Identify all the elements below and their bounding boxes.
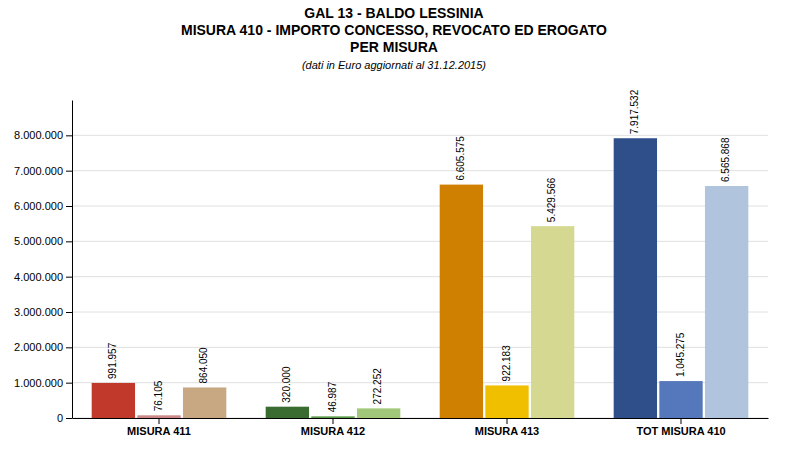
- y-tick: 6.000.000: [14, 200, 72, 212]
- data-label: 991.957: [107, 342, 118, 379]
- bar: [311, 416, 354, 418]
- grid: [72, 135, 768, 418]
- bar: [92, 383, 135, 418]
- y-tick: 8.000.000: [14, 129, 72, 141]
- chart: GAL 13 - BALDO LESSINIAMISURA 410 - IMPO…: [0, 0, 788, 450]
- y-tick-mark: [66, 206, 72, 207]
- grid-line: [72, 347, 768, 348]
- y-tick-mark: [66, 241, 72, 242]
- y-tick-label: 7.000.000: [14, 165, 63, 177]
- bar: [705, 186, 748, 418]
- data-label: 76.105: [153, 380, 164, 411]
- data-label: 6.565.868: [720, 137, 731, 182]
- y-tick: 2.000.000: [14, 341, 72, 353]
- y-tick-mark: [66, 277, 72, 278]
- y-tick-label: 2.000.000: [14, 341, 63, 353]
- x-tick-mark: [507, 418, 508, 424]
- titles: GAL 13 - BALDO LESSINIAMISURA 410 - IMPO…: [181, 5, 607, 71]
- data-label: 5.429.566: [546, 177, 557, 222]
- data-label: 320.000: [281, 366, 292, 403]
- plot: 991.957 320.000 6.605.575 7.917.532 76.105 46…: [14, 89, 768, 436]
- bar: [485, 385, 528, 418]
- bar: [266, 407, 309, 418]
- bar: [137, 415, 180, 418]
- data-label: 272.252: [372, 368, 383, 405]
- bar: [357, 408, 400, 418]
- y-tick-label: 1.000.000: [14, 377, 63, 389]
- bar: [183, 387, 226, 418]
- data-label: 922.183: [501, 345, 512, 382]
- data-label: 6.605.575: [455, 136, 466, 181]
- y-axis-line: [72, 101, 73, 419]
- data-label: 7.917.532: [629, 89, 640, 134]
- y-tick: 0: [57, 412, 72, 424]
- bar: [440, 185, 483, 418]
- y-tick: 4.000.000: [14, 271, 72, 283]
- data-label: 46.987: [327, 381, 338, 412]
- y-tick: 1.000.000: [14, 377, 72, 389]
- x-tick: MISURA 413: [475, 418, 539, 437]
- x-tick: MISURA 412: [301, 418, 365, 437]
- title: GAL 13 - BALDO LESSINIA: [304, 5, 483, 21]
- bar: [614, 138, 657, 418]
- y-tick-label: 4.000.000: [14, 271, 63, 283]
- y-tick: 5.000.000: [14, 235, 72, 247]
- y-tick: 7.000.000: [14, 165, 72, 177]
- y-tick-mark: [66, 347, 72, 348]
- y-tick-mark: [66, 135, 72, 136]
- x-tick-label: TOT MISURA 410: [636, 425, 725, 437]
- x-tick: TOT MISURA 410: [636, 418, 725, 437]
- y-axis: 0 1.000.000 2.000.000 3.000.000 4.000.000 5.0…: [14, 101, 72, 425]
- x-axis: MISURA 411 MISURA 412 MISURA 413 TOT MISURA…: [73, 418, 769, 437]
- grid-line: [72, 276, 768, 277]
- data-label: 1.045.275: [675, 332, 686, 377]
- x-tick-mark: [333, 418, 334, 424]
- data-label: 864.050: [198, 347, 209, 384]
- y-tick-label: 6.000.000: [14, 200, 63, 212]
- subtitle: (dati in Euro aggiornati al 31.12.2015): [302, 59, 486, 71]
- x-tick-label: MISURA 411: [127, 425, 191, 437]
- y-tick-mark: [66, 171, 72, 172]
- x-tick-mark: [159, 418, 160, 424]
- data-labels: 991.957 320.000 6.605.575 7.917.532 76.105 46…: [107, 89, 731, 412]
- x-axis-line: [73, 418, 769, 419]
- y-tick-label: 8.000.000: [14, 129, 63, 141]
- y-tick-mark: [66, 418, 72, 419]
- bars: [92, 138, 749, 418]
- bar: [659, 381, 702, 418]
- x-tick: MISURA 411: [127, 418, 191, 437]
- y-tick-label: 3.000.000: [14, 306, 63, 318]
- grid-line: [72, 312, 768, 313]
- grid-line: [72, 135, 768, 136]
- grid-line: [72, 241, 768, 242]
- y-tick: 3.000.000: [14, 306, 72, 318]
- y-tick-label: 5.000.000: [14, 235, 63, 247]
- grid-line: [72, 170, 768, 171]
- title: MISURA 410 - IMPORTO CONCESSO, REVOCATO …: [181, 22, 607, 38]
- y-tick-mark: [66, 312, 72, 313]
- x-tick-label: MISURA 413: [475, 425, 539, 437]
- x-tick-mark: [681, 418, 682, 424]
- y-tick-mark: [66, 383, 72, 384]
- bar: [531, 226, 574, 418]
- x-tick-label: MISURA 412: [301, 425, 365, 437]
- grid-line: [72, 206, 768, 207]
- title: PER MISURA: [350, 39, 438, 55]
- y-tick-label: 0: [57, 412, 63, 424]
